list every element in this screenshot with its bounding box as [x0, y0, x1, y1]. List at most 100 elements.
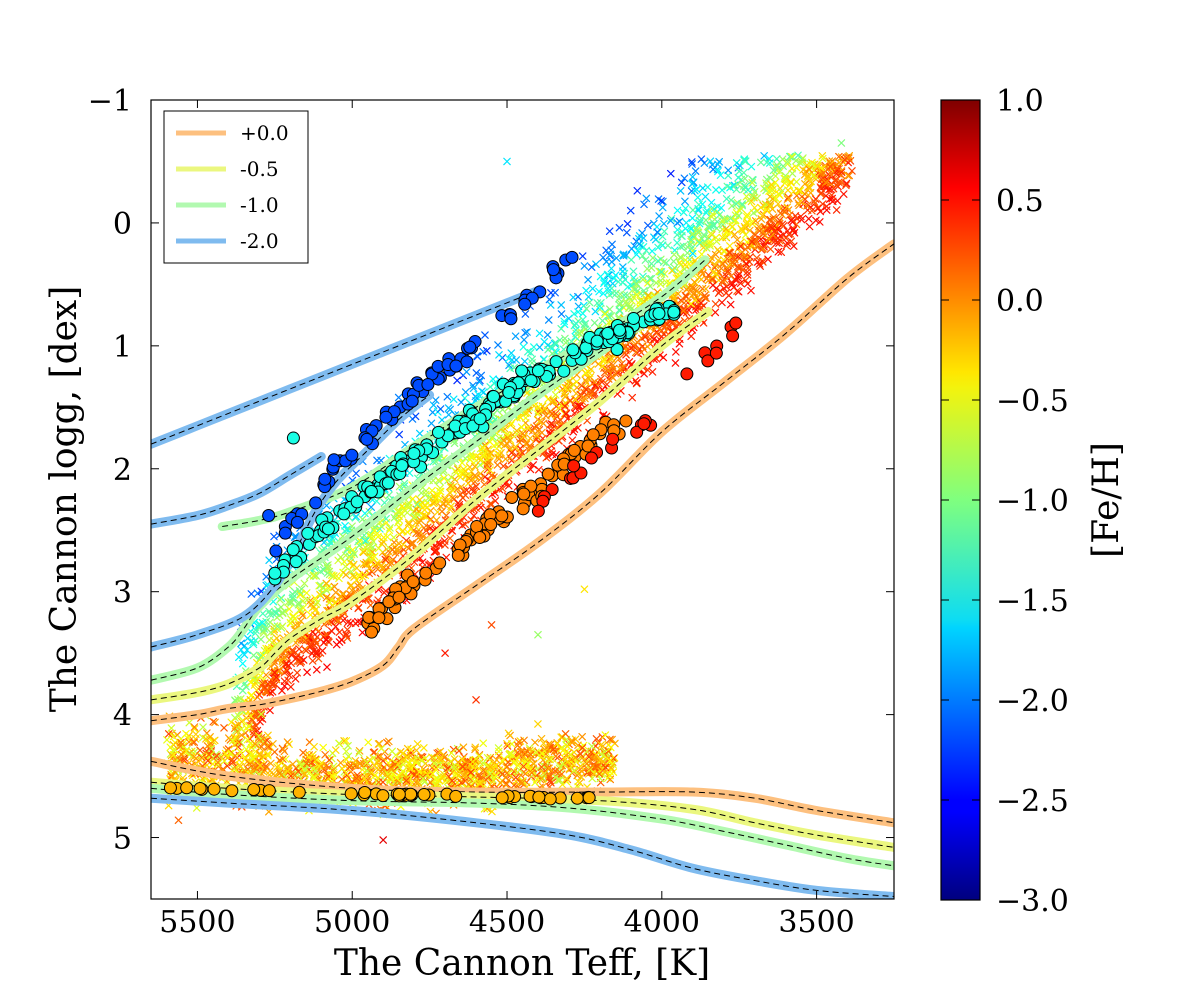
field-star-2062 [734, 252, 743, 261]
field-star-2234 [734, 264, 743, 272]
field-star-2462 [416, 429, 424, 438]
field-star-2268 [734, 173, 743, 182]
field-star-946 [786, 152, 795, 161]
field-star-150 [679, 208, 688, 217]
field-star-2637 [578, 252, 587, 260]
field-star-2348 [322, 635, 330, 644]
field-star-2144 [817, 189, 825, 197]
field-star-2580 [461, 520, 469, 529]
field-star-737 [700, 159, 709, 167]
field-star-2797 [805, 222, 814, 231]
field-star-507 [726, 300, 735, 309]
cluster-member-384 [292, 785, 306, 799]
field-star-1507 [680, 299, 688, 307]
field-star-1714 [475, 378, 484, 386]
field-star-2846 [640, 200, 648, 209]
cluster-member-374 [180, 781, 194, 795]
field-star-1735 [632, 278, 640, 287]
field-star-2034 [714, 256, 722, 265]
field-star-4296 [455, 747, 463, 755]
field-star-2325 [695, 216, 704, 225]
field-star-1043 [568, 436, 577, 444]
field-star-1571 [534, 465, 543, 474]
field-star-1099 [681, 224, 690, 233]
cluster-member-272 [505, 490, 519, 504]
field-star-2664 [740, 155, 749, 163]
x-axis-label: The Cannon Teff, [K] [334, 943, 710, 984]
field-star-976 [799, 166, 807, 174]
field-star-2258 [660, 219, 668, 228]
field-star-4353 [331, 746, 340, 754]
field-star-2286 [809, 171, 818, 180]
cluster-member-196 [286, 543, 300, 557]
field-star-1516 [742, 259, 751, 268]
field-star-1054 [712, 237, 721, 246]
field-star-2536 [582, 286, 590, 295]
field-star-1157 [655, 212, 663, 220]
field-star-1479 [489, 375, 497, 383]
field-star-1419 [741, 251, 749, 260]
field-star-1940 [848, 167, 856, 175]
field-star-2589 [668, 266, 676, 275]
y-tick-label-0: −1 [88, 84, 132, 119]
field-star-2388 [526, 434, 535, 443]
cluster-member-328 [473, 531, 487, 545]
field-star-1364 [734, 262, 742, 271]
field-star-2429 [524, 347, 532, 356]
colorbar-tick-label-8: −3.0 [996, 884, 1069, 919]
field-star-2421 [343, 634, 352, 642]
field-star-1256 [386, 524, 394, 532]
field-star-2659 [689, 206, 697, 214]
plot-area [151, 139, 894, 899]
field-star-4340 [494, 747, 503, 756]
cluster-member-382 [449, 789, 463, 803]
field-star-2468 [644, 291, 652, 300]
field-star-289 [842, 181, 850, 190]
field-star-665 [832, 206, 841, 214]
field-star-4151 [534, 720, 542, 728]
field-star-2878 [534, 402, 543, 411]
field-star-1669 [354, 617, 362, 626]
field-star-2433 [721, 276, 729, 284]
field-star-2064 [748, 175, 757, 184]
field-star-2477 [234, 712, 243, 720]
field-star-2587 [399, 527, 407, 535]
cluster-member-289 [567, 443, 581, 457]
field-star-2930 [666, 169, 675, 178]
cluster-member-367 [225, 784, 239, 798]
field-star-1131 [404, 518, 413, 527]
field-star-2409 [329, 572, 338, 580]
colorbar-tick-label-6: −2.0 [996, 684, 1069, 719]
field-star-1769 [616, 299, 624, 307]
field-star-4395 [534, 630, 542, 639]
field-star-4392 [503, 157, 511, 166]
field-star-1533 [512, 426, 521, 435]
field-star-1787 [722, 195, 731, 203]
field-star-1672 [349, 560, 358, 569]
field-star-1772 [615, 306, 624, 314]
field-star-444 [249, 651, 258, 660]
x-tick-label-3: 4000 [624, 905, 700, 940]
field-star-2218 [711, 250, 720, 259]
field-star-1210 [287, 599, 295, 607]
field-star-2579 [611, 369, 620, 378]
field-star-2469 [722, 225, 730, 233]
field-star-1341 [759, 258, 767, 266]
x-tick-label-4: 3500 [778, 905, 854, 940]
cluster-member-402 [392, 787, 406, 801]
field-star-1764 [591, 307, 600, 316]
colorbar-tick-label-3: −0.5 [996, 384, 1069, 419]
field-star-2339 [334, 617, 342, 626]
field-star-4337 [192, 730, 200, 739]
field-star-347 [404, 501, 413, 509]
cluster-member-209 [590, 334, 604, 348]
field-star-3370 [420, 744, 428, 752]
field-star-2463 [441, 541, 449, 549]
field-star-1950 [526, 465, 535, 474]
field-star-2407 [325, 570, 334, 579]
field-star-1356 [669, 257, 678, 266]
field-star-2515 [359, 573, 367, 581]
field-star-1767 [707, 213, 716, 221]
cluster-member-214 [487, 390, 501, 404]
field-star-4285 [413, 740, 422, 748]
